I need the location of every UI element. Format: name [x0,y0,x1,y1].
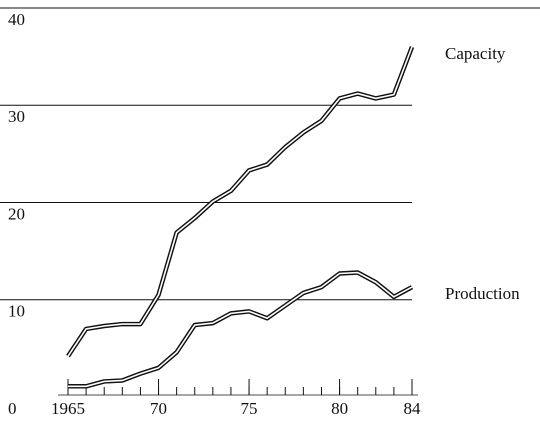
y-tick-label: 40 [8,10,25,29]
series-label: Capacity [445,44,506,63]
line [68,271,413,388]
y-tick-label: 30 [8,107,25,126]
x-tick-label: 84 [404,399,422,418]
series-label: Production [445,284,520,303]
x-tick-label: 1965 [51,399,85,418]
x-tick-label: 70 [150,399,167,418]
y-tick-label: 0 [8,399,17,418]
line-outline [68,270,414,389]
line-outline [66,46,415,358]
y-tick-label: 20 [8,204,25,223]
x-tick-label: 75 [241,399,258,418]
y-tick-label: 10 [8,302,25,321]
x-tick-label: 80 [331,399,348,418]
line [67,46,413,357]
